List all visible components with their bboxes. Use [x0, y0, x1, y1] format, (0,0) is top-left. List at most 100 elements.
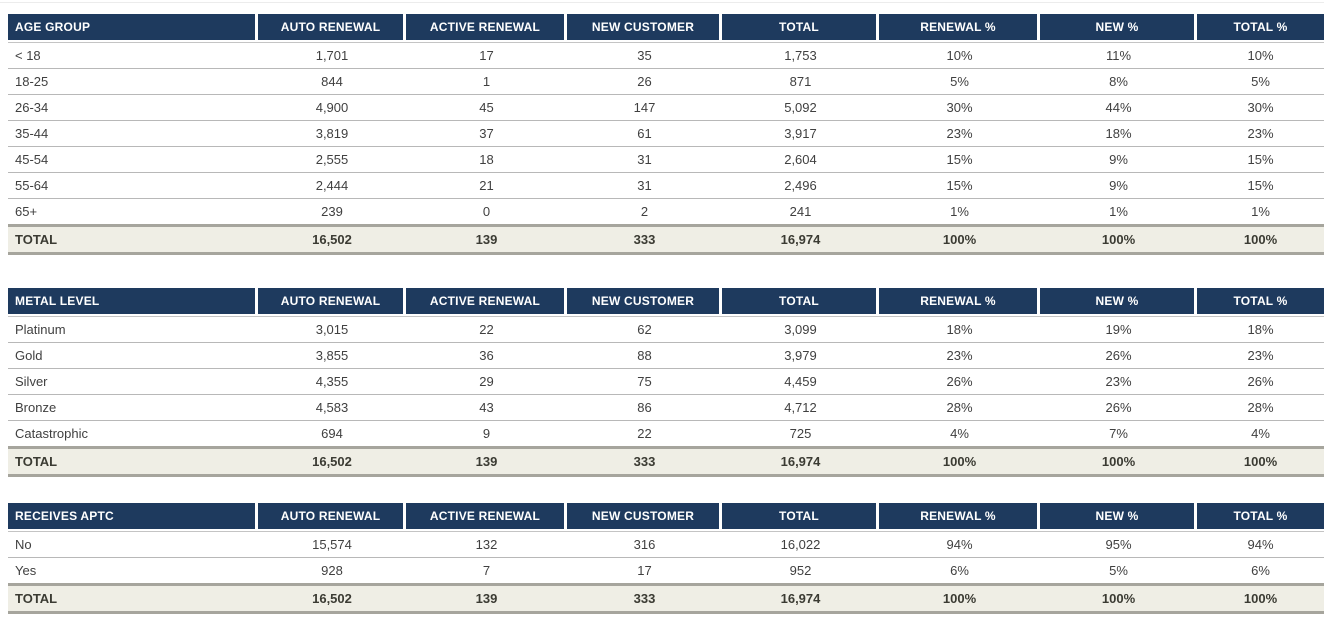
row-label-cell: Platinum: [8, 316, 258, 343]
value-cell: 43: [406, 395, 567, 421]
value-cell: 3,015: [258, 316, 406, 343]
table-row: Platinum 3,015 22 62 3,099 18% 19% 18%: [8, 316, 1324, 343]
value-cell: 22: [406, 316, 567, 343]
value-cell: 952: [789, 563, 812, 578]
value-cell: 94%: [1197, 531, 1324, 558]
value-cell: 316: [567, 531, 722, 558]
column-header-cell: AUTO RENEWAL: [258, 503, 406, 531]
column-header-cell: TOTAL %: [1197, 503, 1324, 531]
value-cell: 694: [321, 426, 343, 441]
value-cell: 31: [567, 147, 722, 173]
value-cell: 28%: [1197, 395, 1324, 421]
table-body: < 18 1,701 17 35 1,753 10% 11% 10% 18-25 844 1 26 87…: [8, 42, 1324, 224]
value-cell: 15%: [879, 147, 1040, 173]
value-cell: 11%: [1040, 42, 1197, 69]
row-label-cell: 18-25: [8, 69, 258, 95]
column-header-cell: AUTO RENEWAL: [258, 14, 406, 42]
table-row: 26-34 4,900 45 147 5,092 30% 44% 30%: [8, 95, 1324, 121]
value-cell: 30%: [879, 95, 1040, 121]
row-label-cell: Yes: [15, 563, 37, 578]
total-value-cell: 100%: [1197, 446, 1324, 477]
table-row: < 18 1,701 17 35 1,753 10% 11% 10%: [8, 42, 1324, 69]
total-value-cell: 16,974: [722, 446, 879, 477]
value-cell: 23%: [879, 343, 1040, 369]
table-row: 55-64 2,444 21 31 2,496 15% 9% 15%: [8, 173, 1324, 199]
total-value-cell: 16,502: [258, 446, 406, 477]
value-cell: 9: [482, 426, 491, 441]
value-cell: 62: [567, 316, 722, 343]
value-cell: 4,712: [722, 395, 879, 421]
category-header-cell: METAL LEVEL: [8, 288, 258, 316]
table-row: 18-25 844 1 26 871 5% 8% 5%: [8, 69, 1324, 95]
value-cell: 23%: [879, 121, 1040, 147]
value-cell: 5%: [879, 69, 1040, 95]
row-label-cell: Catastrophic: [15, 426, 88, 441]
table-row: 35-44 3,819 37 61 3,917 23% 18% 23%: [8, 121, 1324, 147]
row-label-cell: 26-34: [8, 95, 258, 121]
value-cell: 26%: [1197, 369, 1324, 395]
value-cell: 19%: [1040, 316, 1197, 343]
value-cell: 4,459: [722, 369, 879, 395]
table-row: No 15,574 132 316 16,022 94% 95% 94%: [8, 531, 1324, 558]
column-header-cell: NEW %: [1040, 288, 1197, 316]
table-row: Yes 928 7 17 952 6% 5% 6%: [8, 558, 1324, 583]
value-cell: 9%: [1040, 173, 1197, 199]
column-header-cell: ACTIVE RENEWAL: [406, 14, 567, 42]
value-cell: 8%: [1040, 69, 1197, 95]
row-label-cell: 55-64: [8, 173, 258, 199]
value-cell: 3,917: [722, 121, 879, 147]
total-row: TOTAL 16,502 139 333 16,974 100% 100% 100%: [8, 583, 1324, 614]
table-row: 45-54 2,555 18 31 2,604 15% 9% 15%: [8, 147, 1324, 173]
report-tables: AGE GROUP AUTO RENEWAL ACTIVE RENEWAL NEW C…: [8, 14, 1324, 614]
table-receives-aptc: RECEIVES APTC AUTO RENEWAL ACTIVE RENEWAL N…: [8, 503, 1324, 614]
value-cell: 15%: [1197, 147, 1324, 173]
column-header-cell: RENEWAL %: [879, 503, 1040, 531]
value-cell: 35: [567, 42, 722, 69]
value-cell: 4,583: [258, 395, 406, 421]
value-cell: 26%: [1040, 395, 1197, 421]
value-cell: 94%: [879, 531, 1040, 558]
total-value-cell: 100%: [1197, 583, 1324, 614]
value-cell: 844: [258, 69, 406, 95]
table-metal-level: METAL LEVEL AUTO RENEWAL ACTIVE RENEWAL NEW…: [8, 288, 1324, 477]
column-header-cell: NEW %: [1040, 503, 1197, 531]
value-cell: 3,855: [258, 343, 406, 369]
table-body: Platinum 3,015 22 62 3,099 18% 19% 18% Gold 3,855…: [8, 316, 1324, 446]
total-value-cell: 333: [567, 583, 722, 614]
value-cell: 1,753: [722, 42, 879, 69]
value-cell: 37: [406, 121, 567, 147]
value-cell: 1: [406, 69, 567, 95]
total-label-cell: TOTAL: [8, 224, 258, 255]
value-cell: 4,355: [258, 369, 406, 395]
value-cell: 725: [789, 426, 812, 441]
total-value-cell: 333: [567, 224, 722, 255]
table-foot: TOTAL 16,502 139 333 16,974 100% 100% 100%: [8, 224, 1324, 255]
value-cell: 6%: [1251, 563, 1270, 578]
value-cell: 2,444: [258, 173, 406, 199]
column-header-cell: TOTAL: [722, 288, 879, 316]
category-header-cell: AGE GROUP: [8, 14, 258, 42]
value-cell: 18%: [879, 316, 1040, 343]
category-header-cell: RECEIVES APTC: [8, 503, 258, 531]
row-label-cell: < 18: [8, 42, 258, 69]
value-cell: 17: [406, 42, 567, 69]
value-cell: 1%: [1251, 204, 1270, 219]
row-label-cell: Gold: [8, 343, 258, 369]
column-header-cell: RENEWAL %: [879, 14, 1040, 42]
row-label-cell: Silver: [8, 369, 258, 395]
value-cell: 3,979: [722, 343, 879, 369]
table-row: Silver 4,355 29 75 4,459 26% 23% 26%: [8, 369, 1324, 395]
header-row: AGE GROUP AUTO RENEWAL ACTIVE RENEWAL NEW C…: [8, 14, 1324, 42]
value-cell: 5,092: [722, 95, 879, 121]
value-cell: 23%: [1197, 343, 1324, 369]
column-header-cell: TOTAL %: [1197, 288, 1324, 316]
value-cell: 2,496: [722, 173, 879, 199]
table-body: No 15,574 132 316 16,022 94% 95% 94% Yes 928 7 17 95…: [8, 531, 1324, 583]
column-header-cell: NEW CUSTOMER: [567, 14, 722, 42]
total-value-cell: 100%: [1040, 446, 1197, 477]
total-value-cell: 100%: [1197, 224, 1324, 255]
value-cell: 45: [406, 95, 567, 121]
total-value-cell: 100%: [879, 224, 1040, 255]
total-label-cell: TOTAL: [8, 446, 258, 477]
value-cell: 7%: [1109, 426, 1128, 441]
